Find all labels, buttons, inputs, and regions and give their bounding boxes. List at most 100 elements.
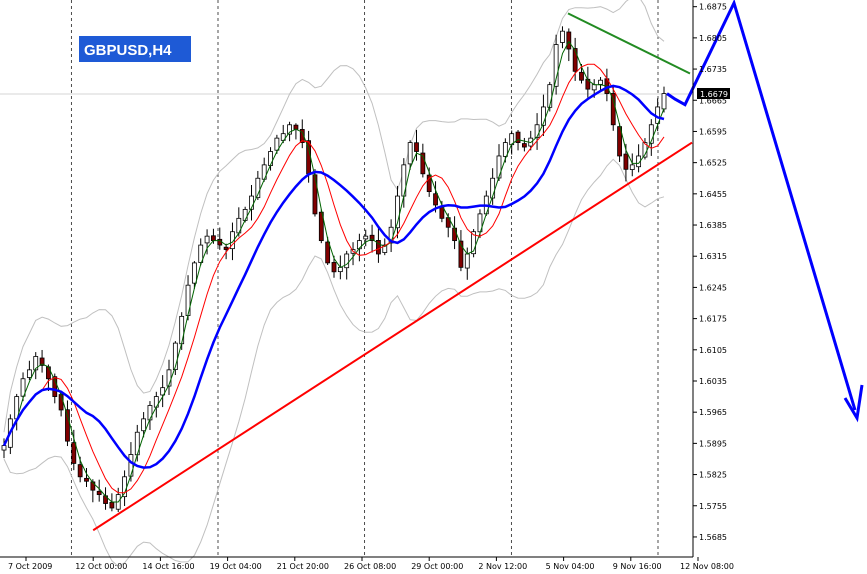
candle-body [337,266,343,273]
current-price-label: 1.6679 [700,90,728,99]
candle-body [211,235,216,242]
candle-body [65,409,70,442]
candle-body [490,177,496,199]
y-tick-label: 1.6525 [699,159,727,168]
x-axis-labels: 7 Oct 2009 12 Oct 00:00 14 Oct 16:00 19 Oct… [8,557,734,571]
candle-body [382,244,388,253]
upper-band [3,0,665,433]
candle-body [312,174,318,215]
y-tick-label: 1.6735 [699,65,727,74]
candle-body [496,155,502,179]
candle-body [293,124,299,130]
trendlines [92,12,693,532]
candle-body [610,93,616,126]
y-tick-label: 1.5755 [699,502,727,511]
candle-body [541,106,546,126]
x-tick-label: 26 Oct 08:00 [344,562,396,571]
candle-body [33,356,39,371]
candle-body [71,442,77,464]
candles [1,26,667,513]
x-tick-label: 5 Nov 04:00 [546,562,595,571]
candle-body [661,93,667,110]
candle-body [46,366,51,380]
x-tick-label: 21 Oct 20:00 [277,562,329,571]
y-tick-label: 1.6875 [699,3,727,12]
projection-line [666,0,864,423]
candle-body [128,454,134,477]
x-tick-label: 19 Oct 04:00 [210,562,262,571]
y-tick-label: 1.6175 [699,315,727,324]
x-tick-label: 29 Oct 00:00 [411,562,463,571]
candle-body [471,231,477,255]
x-tick-label: 7 Oct 2009 [8,562,52,571]
candle-body [198,244,204,263]
candle-body [255,177,261,199]
candle-body [26,369,32,378]
candle-body [52,376,58,397]
y-tick-label: 1.6455 [699,190,727,199]
candle-body [572,48,578,72]
candle-body [623,153,629,170]
candle-body [58,394,64,411]
candle-body [414,142,419,152]
candle-body [515,131,521,143]
moving-average-line [3,40,665,503]
symbol-badge: GBPUSD,H4 [79,36,191,62]
chart-grid [0,0,693,557]
y-tick-label: 1.6385 [699,221,727,230]
y-tick-label: 1.6665 [699,96,727,105]
candle-body [84,477,89,482]
candle-body [96,490,102,496]
chart-title: GBPUSD,H4 [84,42,172,59]
candle-body [318,211,324,242]
candle-body [458,240,464,268]
candle-body [363,235,369,240]
candle-body [109,501,115,509]
y-tick-label: 1.6595 [699,127,727,136]
candle-body [553,44,559,87]
candle-body [560,30,565,43]
y-tick-label: 1.6105 [699,346,727,355]
candle-body [20,378,26,397]
moving-average-line [2,84,665,469]
trendline [92,141,693,532]
candle-body [439,206,445,219]
candle-body [268,151,273,166]
candle-body [344,253,350,269]
candle-body [242,209,248,221]
candle-body [325,241,331,264]
candle-body [395,195,400,229]
moving-average-line [3,63,665,494]
x-tick-label: 12 Nov 08:00 [680,562,734,571]
axis-lines [0,0,694,558]
candle-body [77,464,83,478]
y-tick-label: 1.6035 [699,377,727,386]
candle-body [521,143,527,148]
candle-body [464,253,470,269]
candle-body [376,240,381,255]
candle-body [629,164,635,170]
x-tick-label: 12 Oct 00:00 [75,562,127,571]
y-tick-label: 1.5895 [699,439,727,448]
candle-body [274,137,280,151]
y-tick-label: 1.6245 [699,283,727,292]
candle-body [1,445,7,451]
candle-body [223,246,229,250]
candle-body [579,71,584,81]
moving-averages [2,40,665,503]
y-axis-labels: 1.6875 1.6805 1.6735 1.6665 1.6595 1.6525 1.64… [693,3,727,542]
candle-body [502,142,508,157]
candle-body [648,124,654,144]
candle-body [39,357,45,366]
candle-body [566,31,572,50]
candle-body [204,235,210,244]
x-tick-label: 14 Oct 16:00 [142,562,194,571]
candle-body [147,405,153,421]
y-tick-label: 1.6805 [699,34,727,43]
y-tick-label: 1.5965 [699,408,727,417]
y-tick-label: 1.6315 [699,252,727,261]
candle-body [591,84,597,91]
trendline [567,12,691,75]
candle-body [369,234,375,242]
